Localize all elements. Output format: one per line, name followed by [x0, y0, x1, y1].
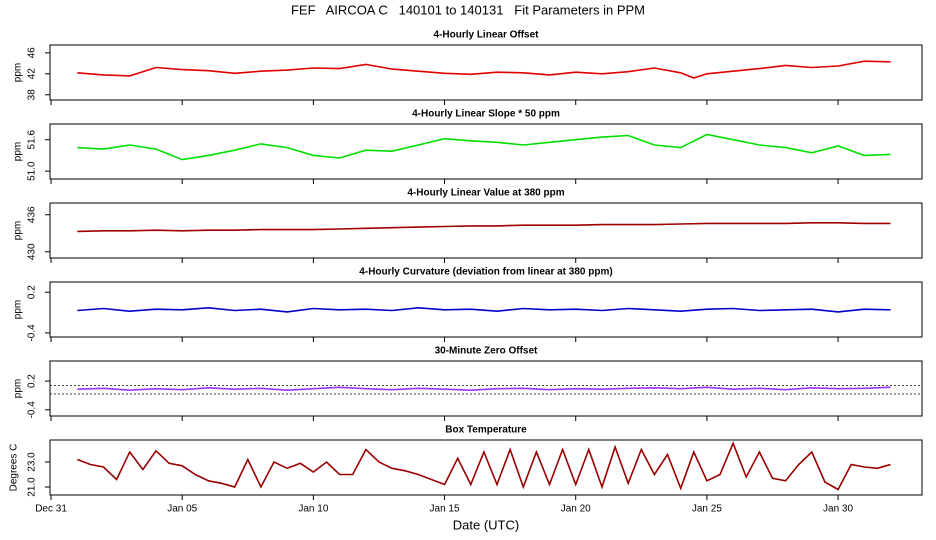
plot-frame [49, 360, 923, 417]
y-axis-label: ppm [13, 300, 24, 319]
y-tick-label: 38 [27, 89, 38, 101]
data-line [77, 386, 891, 392]
panel-title: 4-Hourly Curvature (deviation from linea… [359, 267, 612, 278]
y-tick-label: -0.4 [27, 401, 38, 419]
x-tick-label: Jan 25 [692, 504, 722, 515]
panel-title: 30-Minute Zero Offset [435, 346, 538, 357]
x-axis-label: Date (UTC) [453, 517, 519, 532]
panel-title: 4-Hourly Linear Slope * 50 ppm [412, 109, 560, 120]
chart-title: FEF AIRCOA C 140101 to 140131 Fit Parame… [291, 2, 645, 17]
x-tick-label: Jan 15 [430, 504, 460, 515]
x-tick-label: Jan 10 [298, 504, 328, 515]
plot-frame [49, 281, 923, 338]
x-tick-label: Jan 20 [561, 504, 591, 515]
y-axis-label: ppm [13, 379, 24, 398]
y-tick-label: 436 [27, 206, 38, 223]
y-tick-label: 51.6 [27, 130, 38, 150]
data-line [77, 60, 891, 79]
x-tick-label: Dec 31 [35, 504, 67, 515]
y-tick-label: 42 [27, 68, 38, 80]
panel-title: Box Temperature [445, 425, 527, 436]
plot-frame [49, 202, 923, 259]
y-tick-label: 21.0 [27, 477, 38, 497]
plot-frame [49, 123, 923, 180]
x-tick-label: Jan 05 [167, 504, 197, 515]
y-tick-label: 23.0 [27, 452, 38, 472]
data-line [77, 133, 891, 161]
panel-title: 4-Hourly Linear Value at 380 ppm [407, 188, 564, 199]
y-tick-label: 0.2 [27, 285, 38, 299]
y-tick-label: 0.2 [27, 374, 38, 388]
data-line [77, 222, 891, 233]
y-tick-label: -0.4 [27, 324, 38, 342]
plot-frame [49, 439, 923, 496]
y-tick-label: 46 [27, 47, 38, 59]
data-line [77, 306, 891, 313]
y-axis-label: Degrees C [9, 444, 20, 492]
plot-frame [49, 44, 923, 101]
data-line [77, 441, 891, 491]
y-axis-label: ppm [13, 142, 24, 161]
y-tick-label: 51.0 [27, 161, 38, 181]
panel-title: 4-Hourly Linear Offset [433, 30, 539, 41]
y-axis-label: ppm [13, 63, 24, 82]
y-tick-label: 430 [27, 243, 38, 260]
y-axis-label: ppm [13, 221, 24, 240]
x-tick-label: Jan 30 [823, 504, 853, 515]
